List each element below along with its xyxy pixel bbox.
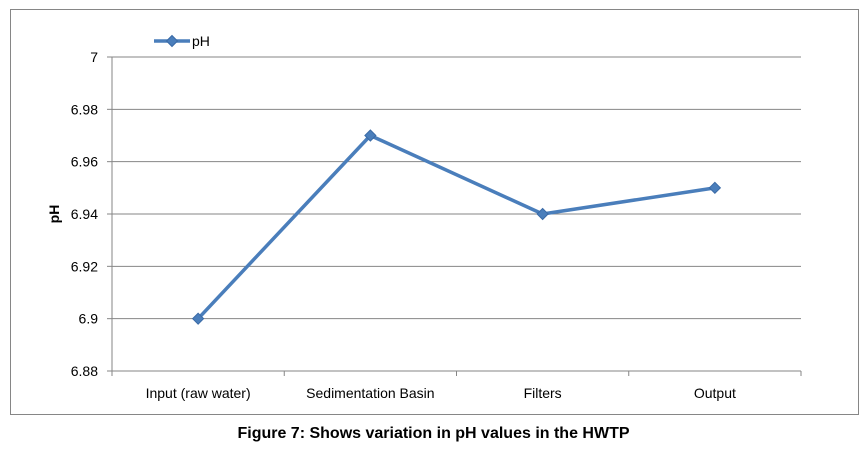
y-tick-label: 6.9 (79, 311, 99, 327)
legend-label: pH (192, 33, 210, 49)
y-tick-label: 6.96 (71, 154, 98, 170)
series-layer (191, 129, 722, 325)
y-tick-label: 6.94 (71, 206, 98, 222)
ph-line-chart: 6.88 6.9 6.92 6.94 6.96 6.98 7 Input (raw wate… (46, 33, 802, 401)
chart-frame (10, 9, 859, 415)
y-tick-label: 6.88 (71, 363, 98, 379)
x-tick-label: Filters (524, 385, 562, 401)
x-tick-label: Output (694, 385, 736, 401)
series-line-ph (196, 133, 716, 320)
legend-marker (165, 34, 179, 48)
x-tick-label: Sedimentation Basin (306, 385, 434, 401)
y-tick-label: 7 (90, 49, 98, 65)
y-axis-label: pH (46, 205, 62, 224)
axes (107, 56, 802, 376)
data-point-marker (364, 129, 377, 142)
legend: pH (154, 33, 210, 49)
x-tick-label: Input (raw water) (146, 385, 251, 401)
data-point-marker (708, 181, 722, 195)
y-tick-label: 6.92 (71, 258, 98, 274)
x-tick-labels: Input (raw water) Sedimentation Basin Filt… (146, 385, 736, 401)
figure-caption: Figure 7: Shows variation in pH values i… (237, 425, 630, 442)
y-tick-label: 6.98 (71, 101, 98, 117)
data-point-marker (536, 207, 549, 221)
y-tick-labels: 6.88 6.9 6.92 6.94 6.96 6.98 7 (71, 49, 98, 379)
gridlines (112, 56, 801, 320)
data-point-marker (191, 312, 205, 325)
